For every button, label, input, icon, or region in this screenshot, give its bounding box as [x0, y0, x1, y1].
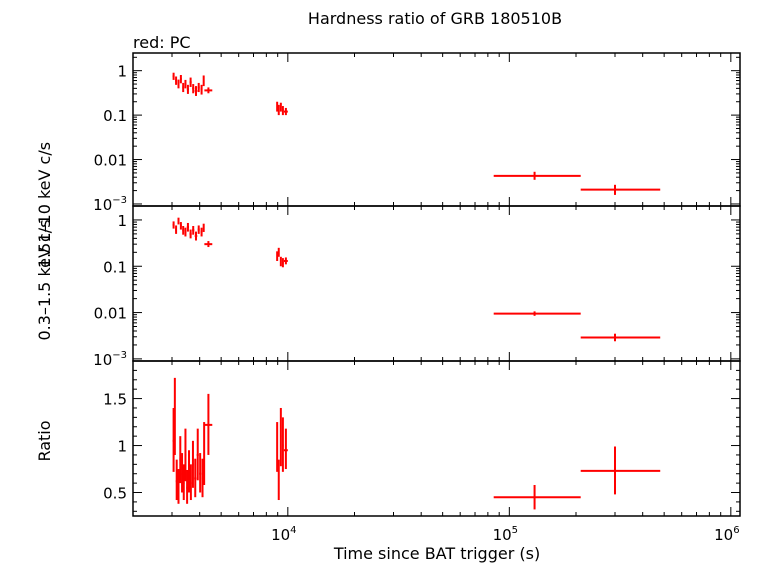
data-point	[186, 84, 190, 94]
y-tick-label: 1	[117, 438, 127, 456]
data-point	[283, 428, 288, 470]
data-point	[202, 223, 205, 232]
data-point	[197, 82, 200, 93]
data-point	[276, 422, 279, 472]
data-point	[173, 377, 176, 455]
data-point	[277, 247, 280, 257]
data-point	[177, 469, 180, 504]
chart-title: Hardness ratio of GRB 180510B	[308, 9, 562, 28]
data-point	[192, 84, 195, 94]
data-point	[493, 485, 581, 510]
panel-soft: 0.3–1.5 keV c/s 1 0.1 0.01 10−3	[35, 205, 741, 369]
panel-soft-points	[172, 217, 661, 342]
data-point	[182, 225, 185, 235]
data-point	[194, 86, 198, 96]
data-point	[175, 225, 178, 234]
y-tick-label: 0.5	[103, 485, 127, 503]
data-point	[277, 104, 280, 116]
data-point	[281, 258, 284, 268]
data-point	[283, 257, 288, 265]
data-point	[184, 227, 187, 237]
data-point	[177, 79, 180, 89]
data-point	[189, 464, 192, 501]
panel-ratio-frame	[132, 360, 741, 517]
data-point	[279, 407, 282, 467]
panel-soft-ylabel: 0.3–1.5 keV c/s	[35, 219, 54, 340]
data-point	[281, 417, 284, 472]
data-point	[202, 75, 205, 87]
y-tick-label: 0.1	[103, 107, 127, 125]
panel-ratio-points	[172, 377, 661, 510]
data-point	[276, 101, 279, 112]
panel-ratio-ticks: 1.5 1 0.5	[103, 360, 740, 516]
data-point	[184, 79, 187, 89]
data-point	[200, 227, 203, 237]
y-tick-label: 1	[117, 212, 127, 230]
x-axis-ticks: 104 105 106	[271, 525, 739, 544]
y-tick-label: 0.01	[94, 152, 127, 170]
data-point	[175, 76, 178, 85]
data-point	[182, 82, 185, 93]
panel-hard-frame	[132, 52, 741, 207]
panel-ratio: Ratio 1.5 1 0.5	[35, 360, 741, 517]
data-point	[186, 222, 190, 232]
y-tick-label: 0.01	[94, 305, 127, 323]
panel-ratio-ylabel: Ratio	[35, 420, 54, 461]
data-point	[196, 428, 199, 481]
data-point	[189, 77, 192, 87]
data-point	[493, 311, 581, 316]
data-point	[188, 450, 191, 493]
data-point	[277, 459, 280, 501]
data-point	[197, 225, 200, 234]
x-axis-label: Time since BAT trigger (s)	[333, 544, 540, 563]
data-point	[204, 87, 213, 94]
data-point	[179, 436, 182, 484]
data-point	[194, 231, 198, 241]
panel-soft-ticks: 1 0.1 0.01 10−3	[93, 205, 740, 369]
data-point	[172, 221, 175, 229]
data-point	[279, 102, 282, 112]
data-point	[580, 333, 661, 342]
data-point	[199, 453, 202, 493]
data-point	[204, 393, 213, 455]
y-tick-label: 1	[117, 63, 127, 81]
chart-subtitle: red: PC	[133, 33, 191, 52]
data-point	[179, 222, 182, 230]
data-point	[192, 225, 195, 235]
data-point	[580, 446, 661, 495]
data-point	[194, 458, 197, 498]
data-point	[281, 106, 284, 116]
data-point	[186, 469, 189, 504]
y-tick-label: 10−3	[93, 350, 127, 369]
data-point	[493, 171, 581, 180]
data-point	[283, 107, 288, 116]
data-point	[182, 464, 185, 501]
data-point	[181, 453, 184, 493]
data-point	[184, 428, 187, 482]
data-point	[189, 229, 192, 239]
y-tick-label: 0.1	[103, 258, 127, 276]
data-point	[175, 459, 178, 501]
data-point	[191, 440, 194, 488]
x-tick-label: 105	[493, 525, 518, 544]
data-point	[172, 72, 175, 80]
y-tick-label: 1.5	[103, 391, 127, 409]
panel-hard-ylabel: 1.51–10 keV c/s	[35, 142, 54, 268]
data-point	[200, 84, 203, 95]
data-point	[276, 251, 279, 261]
panel-hard-points	[172, 72, 661, 195]
data-point	[203, 422, 206, 485]
data-point	[177, 217, 180, 225]
data-point	[201, 458, 204, 498]
x-tick-label: 106	[714, 525, 739, 544]
data-point	[279, 256, 282, 267]
x-tick-label: 104	[271, 525, 296, 544]
data-point	[580, 184, 661, 195]
data-point	[179, 74, 182, 84]
data-point	[204, 241, 213, 248]
